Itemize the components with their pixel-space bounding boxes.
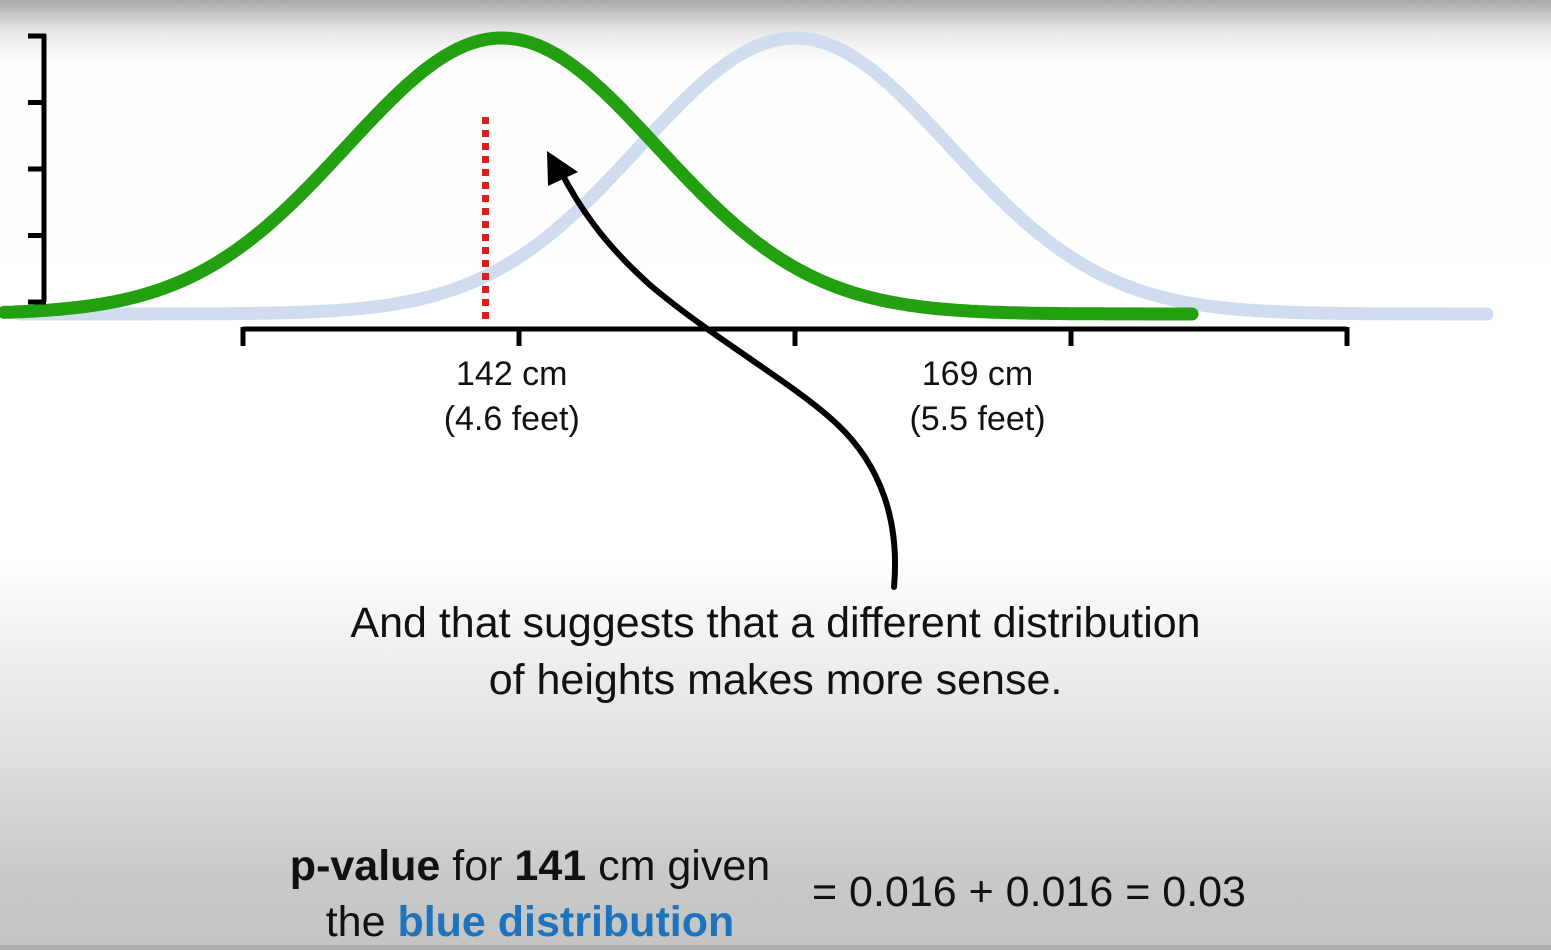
caption: And that suggests that a different distr…: [0, 595, 1551, 709]
pvalue-label: p-value for 141 cm given the blue distri…: [230, 838, 830, 950]
x-tick-label-169: 169 cm (5.5 feet): [909, 355, 1046, 438]
green-distribution-curve: [0, 31, 1199, 321]
caption-line-2: of heights makes more sense.: [488, 656, 1063, 704]
blue-distribution-label: blue distribution: [397, 898, 735, 946]
pvalue-term: p-value: [289, 842, 441, 890]
arrow-pointer: [557, 167, 898, 590]
pvalue-text: for: [440, 842, 515, 890]
pvalue-line-1: p-value for 141 cm given: [230, 838, 830, 894]
x-tick-label-142: 142 cm (4.6 feet): [443, 355, 580, 438]
pvalue-text-2: cm given: [586, 842, 771, 890]
caption-line-1: And that suggests that a different distr…: [350, 599, 1201, 647]
pvalue-equation: = 0.016 + 0.016 = 0.03: [812, 868, 1246, 916]
pvalue-line-2: the blue distribution: [230, 894, 830, 950]
arrowhead-icon: [547, 151, 578, 186]
x-axis: [240, 326, 1350, 346]
pvalue-text-3: the: [325, 898, 398, 946]
y-axis: [28, 33, 47, 305]
blue-distribution-curve: [13, 31, 1494, 321]
pvalue-height: 141: [514, 842, 587, 890]
